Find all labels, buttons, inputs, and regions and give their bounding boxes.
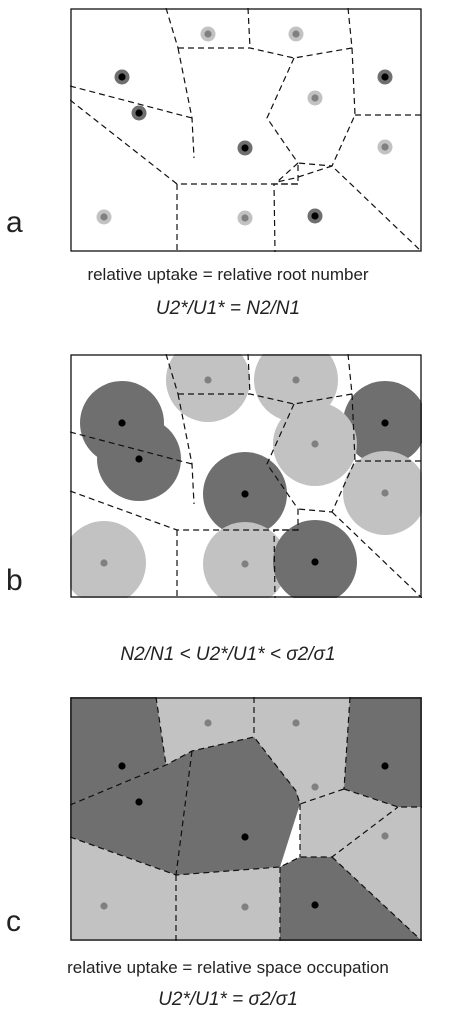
panel-c-diagram — [70, 697, 422, 941]
caption-b-equation: N2/N1 < U2*/U1* < σ2/σ1 — [120, 644, 336, 665]
root-dark — [241, 144, 249, 152]
root-dark — [118, 419, 126, 427]
panel-a-diagram — [70, 8, 422, 252]
cell-dark-1 — [70, 697, 166, 805]
cell-light-3 — [300, 789, 398, 857]
cell-dark-2 — [344, 697, 422, 807]
root-light — [311, 783, 319, 791]
panel-label-c: c — [6, 905, 21, 938]
panel-b — [70, 354, 422, 598]
filled-cells-c — [70, 697, 422, 941]
panel-label-a: a — [6, 206, 23, 239]
panel-c — [70, 697, 422, 941]
root-light — [100, 559, 108, 567]
cell-light-2 — [254, 697, 350, 804]
root-dark — [135, 798, 143, 806]
roots-b — [100, 376, 389, 568]
root-light — [292, 376, 300, 384]
root-light — [381, 832, 389, 840]
root-dark — [311, 901, 319, 909]
voronoi-cells-c — [70, 697, 422, 941]
root-dark — [381, 419, 389, 427]
root-dark — [311, 212, 319, 220]
voronoi-cells-a — [70, 8, 422, 252]
root-light — [100, 902, 108, 910]
root-zone-light — [166, 354, 250, 422]
root-light — [241, 214, 249, 222]
root-dark — [381, 73, 389, 81]
root-zone-light — [70, 521, 146, 598]
panel-a — [70, 8, 422, 252]
root-light — [204, 719, 212, 727]
caption-c-text: relative uptake = relative space occupat… — [67, 958, 389, 977]
caption-a-text: relative uptake = relative root number — [87, 265, 369, 284]
root-light — [292, 30, 300, 38]
cell-light-1 — [156, 697, 254, 765]
root-light — [204, 376, 212, 384]
voronoi-cells-b — [70, 354, 422, 598]
root-dark — [381, 762, 389, 770]
root-dark — [118, 73, 126, 81]
root-dark — [241, 833, 249, 841]
panel-label-b: b — [6, 564, 23, 597]
root-dark — [118, 762, 126, 770]
cell-light-4 — [332, 807, 422, 941]
root-light — [311, 94, 319, 102]
roots-a — [96, 26, 393, 226]
root-light — [241, 560, 249, 568]
root-light — [292, 719, 300, 727]
root-dark — [135, 109, 143, 117]
root-light — [100, 213, 108, 221]
root-light — [381, 489, 389, 497]
root-dark — [241, 490, 249, 498]
root-light — [381, 143, 389, 151]
cell-dark-4 — [176, 737, 300, 875]
roots-c — [100, 719, 389, 911]
root-dark — [135, 455, 143, 463]
cell-dark-3 — [70, 751, 192, 875]
root-light — [311, 440, 319, 448]
root-zone-light — [203, 522, 287, 598]
panel-b-diagram — [70, 354, 422, 598]
root-light — [241, 903, 249, 911]
cell-light-6 — [176, 867, 280, 941]
cell-light-5 — [70, 837, 176, 941]
root-light — [204, 30, 212, 38]
root-dark — [311, 558, 319, 566]
caption-a-equation: U2*/U1* = N2/N1 — [155, 298, 301, 319]
caption-c-equation: U2*/U1* = σ2/σ1 — [158, 989, 298, 1010]
cell-dark-5 — [280, 857, 422, 941]
